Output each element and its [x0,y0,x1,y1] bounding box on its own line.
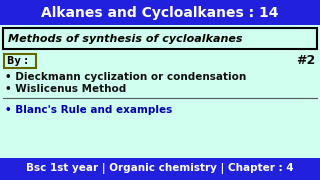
Text: • Blanc's Rule and examples: • Blanc's Rule and examples [5,105,172,115]
Text: Methods of synthesis of cycloalkanes: Methods of synthesis of cycloalkanes [8,33,243,44]
Text: • Dieckmann cyclization or condensation: • Dieckmann cyclization or condensation [5,72,246,82]
Text: By :: By : [7,56,28,66]
Bar [3,28,317,49]
Text: #2: #2 [296,55,315,68]
Text: • Wislicenus Method: • Wislicenus Method [5,84,126,94]
Bar [4,54,36,68]
Text: Bsc 1st year | Organic chemistry | Chapter : 4: Bsc 1st year | Organic chemistry | Chapt… [26,163,294,174]
Bar [0,158,320,180]
Text: Alkanes and Cycloalkanes : 14: Alkanes and Cycloalkanes : 14 [41,6,279,19]
Bar [0,25,320,158]
Bar [0,0,320,25]
